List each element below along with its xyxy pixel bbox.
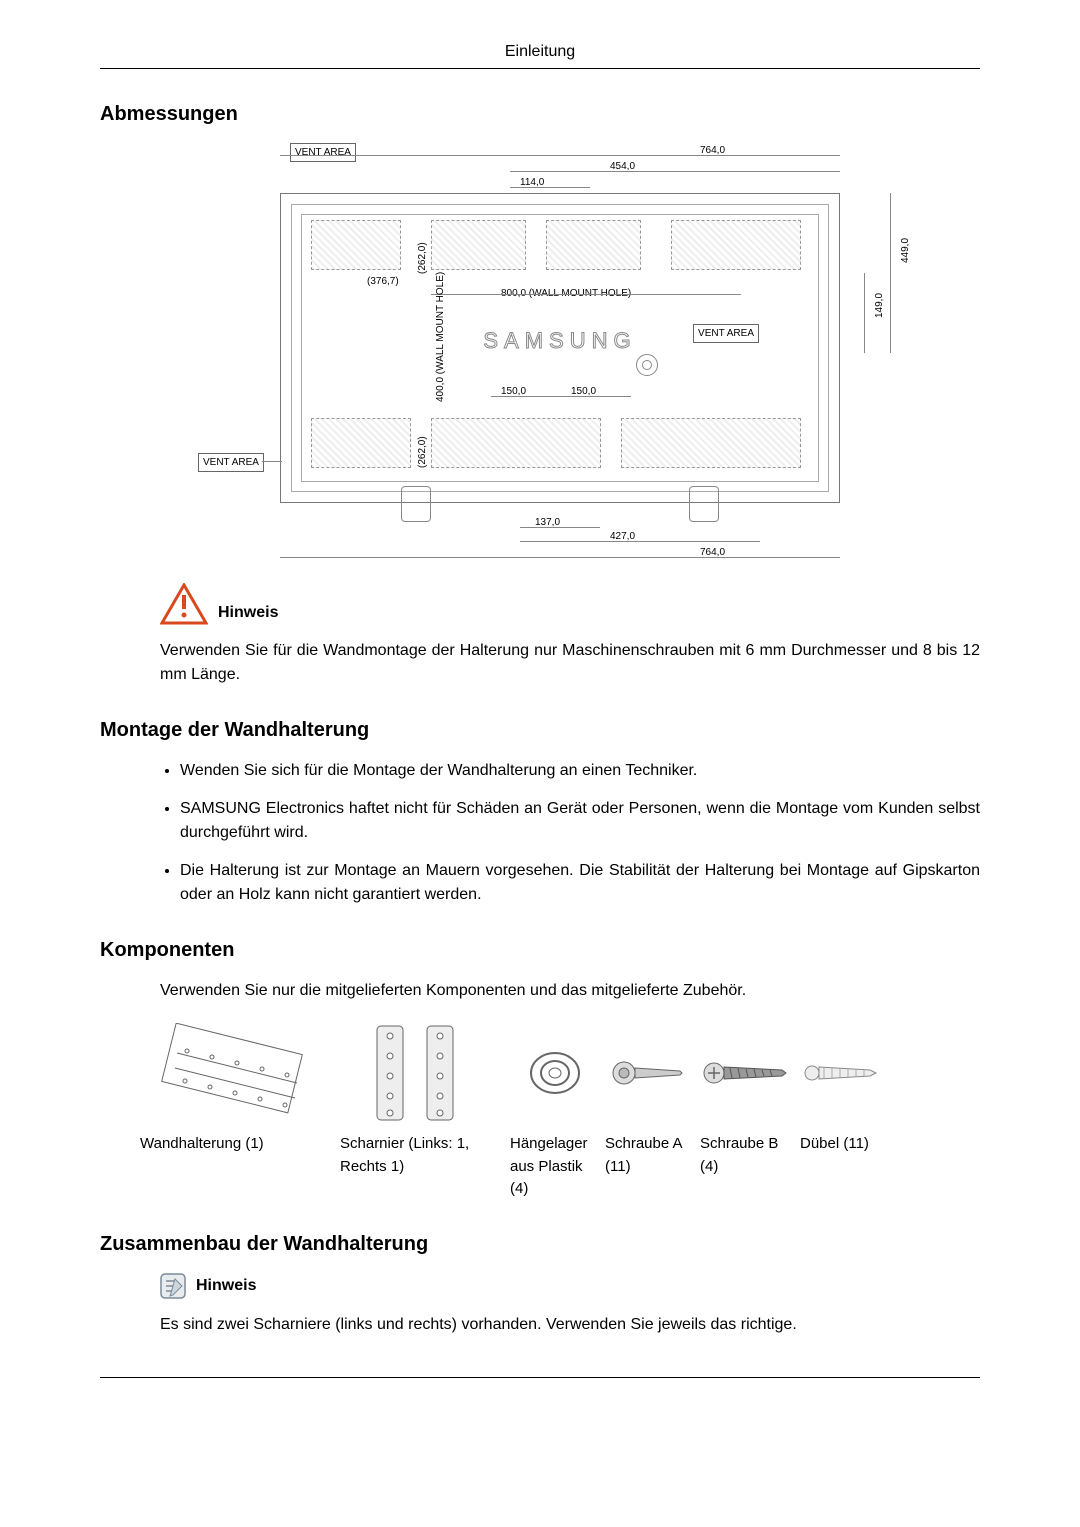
hinweis-note-text: Es sind zwei Scharniere (links und recht… — [160, 1313, 980, 1337]
heading-zusammenbau: Zusammenbau der Wandhalterung — [100, 1229, 980, 1259]
dim-v-262b: (262,0) — [415, 436, 430, 468]
header-title: Einleitung — [505, 43, 575, 60]
label-vent-area-right: VENT AREA — [693, 324, 759, 343]
dim-376: (376,7) — [367, 274, 399, 289]
drawing-outer-rect: 800,0 (WALL MOUNT HOLE) SAMSUNG VENT ARE… — [280, 193, 840, 503]
comp-img-bracket — [140, 1023, 334, 1123]
comp-img-screw-a — [605, 1023, 694, 1123]
drawing-brand: SAMSUNG — [483, 324, 636, 357]
page-footer — [100, 1377, 980, 1379]
dim-right-149: 149,0 — [872, 293, 887, 318]
comp-img-anchor — [800, 1023, 884, 1123]
hinweis-warn-text: Verwenden Sie für die Wandmontage der Ha… — [160, 639, 980, 687]
technical-drawing: VENT AREA 764,0 454,0 114,0 800,0 (WALL … — [200, 143, 920, 563]
label-vent-area-left: VENT AREA — [198, 453, 264, 472]
dim-right-449: 449,0 — [898, 238, 913, 263]
hinweis-note-row: Hinweis — [160, 1273, 980, 1299]
comp-img-screw-b — [700, 1023, 794, 1123]
comp-label-3: Hängelager aus Plastik (4) — [510, 1133, 605, 1201]
montage-bullet-1: Wenden Sie sich für die Montage der Wand… — [180, 759, 980, 783]
comp-img-hanger — [510, 1023, 599, 1123]
heading-abmessungen: Abmessungen — [100, 99, 980, 129]
hinweis-label-1: Hinweis — [218, 601, 278, 625]
dim-v-wallmount: 400,0 (WALL MOUNT HOLE) — [433, 272, 448, 402]
comp-img-hinge — [340, 1023, 504, 1123]
comp-label-4: Schraube A (11) — [605, 1133, 700, 1178]
comp-label-2: Scharnier (Links: 1, Rechts 1) — [340, 1133, 510, 1178]
komponenten-intro: Verwenden Sie nur die mitgelieferten Kom… — [160, 979, 980, 1003]
comp-label-5: Schraube B (4) — [700, 1133, 800, 1178]
montage-bullet-3: Die Halterung ist zur Montage an Mauern … — [180, 859, 980, 907]
page-header: Einleitung — [100, 40, 980, 69]
warning-icon — [160, 583, 208, 625]
montage-bullets: Wenden Sie sich für die Montage der Wand… — [180, 759, 980, 907]
dim-v-262a: (262,0) — [415, 242, 430, 274]
heading-komponenten: Komponenten — [100, 935, 980, 965]
montage-bullet-2: SAMSUNG Electronics haftet nicht für Sch… — [180, 797, 980, 845]
hinweis-warning-row: Hinweis — [160, 583, 980, 625]
components-table: Wandhalterung (1) Scharnier (Links: 1, R… — [140, 1023, 940, 1201]
comp-label-1: Wandhalterung (1) — [140, 1133, 340, 1156]
heading-montage: Montage der Wandhalterung — [100, 715, 980, 745]
hinweis-label-2: Hinweis — [196, 1274, 256, 1298]
label-vent-area-top: VENT AREA — [290, 143, 356, 162]
note-icon — [160, 1273, 186, 1299]
comp-label-6: Dübel (11) — [800, 1133, 890, 1156]
